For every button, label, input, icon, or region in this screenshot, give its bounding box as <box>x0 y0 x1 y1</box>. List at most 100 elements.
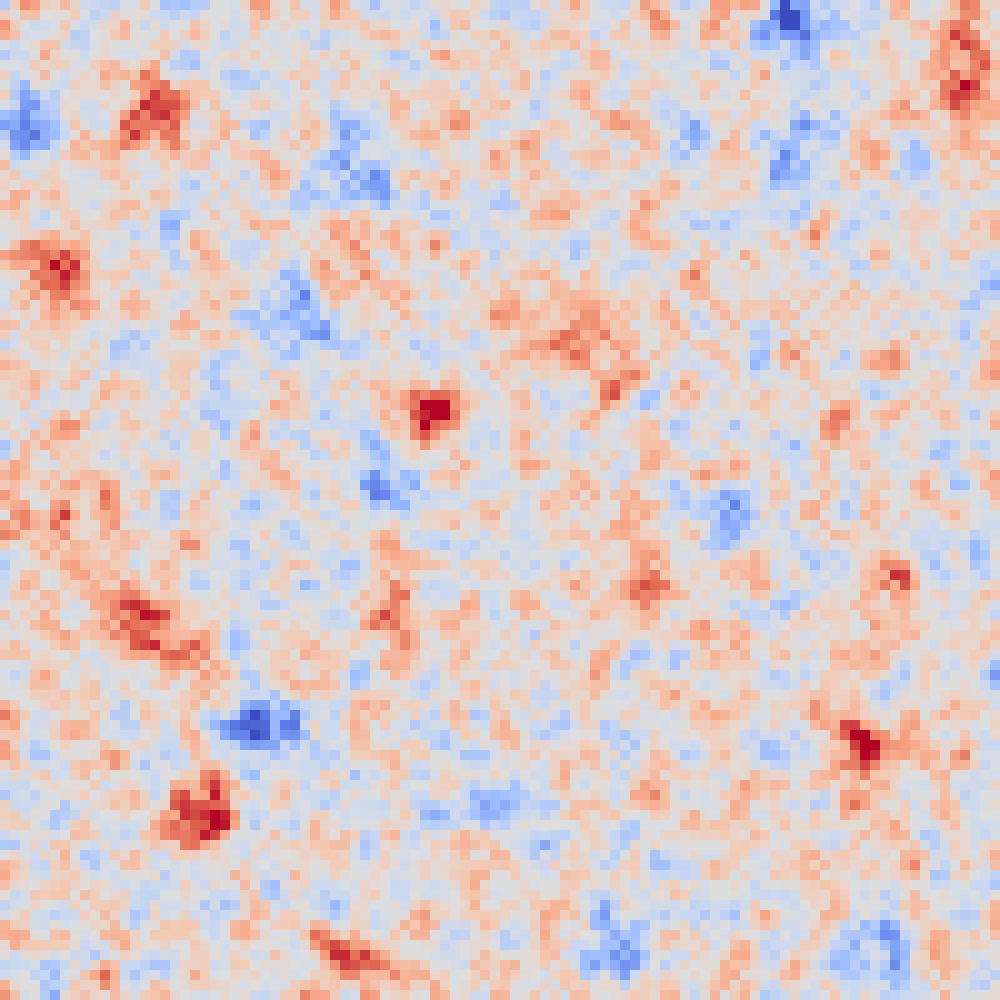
heatmap-cell <box>60 240 71 251</box>
heatmap-cell <box>950 400 961 411</box>
heatmap-cell <box>620 490 631 501</box>
heatmap-cell <box>230 320 241 331</box>
heatmap-cell <box>170 220 181 231</box>
heatmap-cell <box>50 260 61 271</box>
heatmap-cell <box>450 70 461 81</box>
heatmap-cell <box>860 330 871 341</box>
heatmap-cell <box>580 160 591 171</box>
heatmap-cell <box>580 230 591 241</box>
heatmap-cell <box>880 430 891 441</box>
heatmap-cell <box>160 240 171 251</box>
heatmap-cell <box>510 20 521 31</box>
heatmap-cell <box>100 230 111 241</box>
heatmap-cell <box>160 320 171 331</box>
heatmap-cell <box>70 30 81 41</box>
heatmap-cell <box>0 460 11 471</box>
heatmap-cell <box>640 210 651 221</box>
heatmap-cell <box>400 50 411 61</box>
heatmap-cell <box>880 220 891 231</box>
heatmap-cell <box>650 470 661 481</box>
heatmap-cell <box>310 50 321 61</box>
heatmap-cell <box>440 180 451 191</box>
heatmap-cell <box>630 430 641 441</box>
heatmap-cell <box>140 480 151 491</box>
heatmap-cell <box>790 350 801 361</box>
heatmap-cell <box>220 410 231 421</box>
heatmap-cell <box>920 100 931 111</box>
heatmap-cell <box>570 340 581 351</box>
heatmap-cell <box>920 470 931 481</box>
heatmap-cell <box>750 140 761 151</box>
heatmap-cell <box>80 60 91 71</box>
heatmap-cell <box>260 430 271 441</box>
heatmap-cell <box>110 0 121 11</box>
heatmap-cell <box>830 490 841 501</box>
heatmap-cell <box>40 440 51 451</box>
heatmap-cell <box>890 10 901 21</box>
heatmap-cell <box>720 300 731 311</box>
heatmap-cell <box>480 270 491 281</box>
heatmap-cell <box>240 50 251 61</box>
heatmap-cell <box>870 250 881 261</box>
heatmap-cell <box>870 330 881 341</box>
heatmap-cell <box>460 160 471 171</box>
heatmap-cell <box>470 290 481 301</box>
heatmap-cell <box>750 350 761 361</box>
heatmap-cell <box>130 240 141 251</box>
heatmap-cell <box>350 480 361 491</box>
heatmap-cell <box>300 200 311 211</box>
heatmap-cell <box>640 120 651 131</box>
heatmap-cell <box>410 190 421 201</box>
heatmap-cell <box>460 250 471 261</box>
heatmap-cell <box>290 440 301 451</box>
heatmap-cell <box>450 270 461 281</box>
heatmap-cell <box>830 380 841 391</box>
heatmap-cell <box>70 440 81 451</box>
heatmap-cell <box>140 360 151 371</box>
heatmap-cell <box>840 270 851 281</box>
heatmap-cell <box>150 260 161 271</box>
heatmap-cell <box>630 210 641 221</box>
heatmap-cell <box>560 0 571 11</box>
heatmap-cell <box>320 440 331 451</box>
heatmap-cell <box>900 350 911 361</box>
heatmap-cell <box>340 440 351 451</box>
heatmap-cell <box>990 240 1000 251</box>
heatmap-cell <box>400 480 411 491</box>
heatmap-cell <box>350 440 361 451</box>
heatmap-cell <box>820 160 831 171</box>
heatmap-cell <box>390 390 401 401</box>
heatmap-cell <box>790 480 801 491</box>
heatmap-cell <box>730 330 741 341</box>
heatmap-cell <box>920 60 931 71</box>
heatmap-cell <box>860 490 871 501</box>
heatmap-cell <box>640 230 651 241</box>
heatmap-cell <box>470 100 481 111</box>
heatmap-cell <box>940 270 951 281</box>
heatmap-cell <box>410 90 421 101</box>
heatmap-cell <box>570 230 581 241</box>
heatmap-cell <box>410 300 421 311</box>
heatmap-cell <box>460 440 471 451</box>
heatmap-cell <box>240 190 251 201</box>
heatmap-cell <box>870 130 881 141</box>
heatmap-cell <box>40 280 51 291</box>
heatmap-cell <box>830 200 841 211</box>
heatmap-cell <box>510 410 521 421</box>
heatmap-cell <box>150 60 161 71</box>
heatmap-cell <box>670 210 681 221</box>
heatmap-cell <box>760 140 771 151</box>
heatmap-cell <box>220 240 231 251</box>
heatmap-cell <box>920 20 931 31</box>
heatmap-cell <box>750 40 761 51</box>
heatmap-cell <box>30 250 41 261</box>
heatmap-cell <box>940 320 951 331</box>
heatmap-cell <box>580 100 591 111</box>
heatmap-cell <box>200 80 211 91</box>
heatmap-cell <box>440 320 451 331</box>
heatmap-cell <box>740 200 751 211</box>
heatmap-cell <box>830 90 841 101</box>
heatmap-cell <box>730 240 741 251</box>
heatmap-cell <box>90 330 101 341</box>
heatmap-cell <box>280 310 291 321</box>
